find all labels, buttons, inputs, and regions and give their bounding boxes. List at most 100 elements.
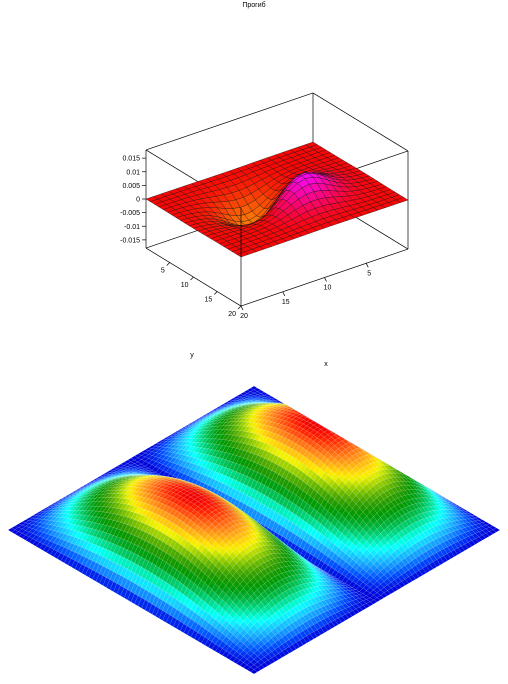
surface-patch <box>376 451 385 457</box>
surface-patch <box>369 447 378 454</box>
surface-patch <box>373 446 381 453</box>
surface-patch <box>320 418 329 421</box>
y-tick-label: 20 <box>228 311 236 318</box>
z-tick-label: 0.01 <box>126 169 140 176</box>
surface-patch <box>341 425 349 430</box>
surface-patch <box>313 412 321 417</box>
surface-patch <box>352 430 360 436</box>
surface-patch <box>317 411 325 416</box>
surface-patch <box>327 416 335 421</box>
x-tick <box>282 291 286 296</box>
surface-patch <box>313 412 321 415</box>
surface-patch <box>369 450 378 455</box>
surface-patch <box>327 420 335 426</box>
surface-patch <box>362 447 371 451</box>
surface-patch <box>391 460 399 468</box>
surface-patch <box>341 426 349 431</box>
surface-patch <box>303 407 311 410</box>
surface-patch <box>330 424 339 428</box>
surface-patch <box>334 423 342 429</box>
surface-patch <box>355 432 363 438</box>
surface-patch <box>331 418 339 423</box>
surface-patch <box>380 450 388 456</box>
surface-patch <box>317 413 325 418</box>
surface-patch <box>362 438 371 445</box>
surface-patch <box>317 414 325 417</box>
surface-patch <box>383 454 392 462</box>
surface-patch <box>387 455 395 462</box>
surface-patch <box>376 447 385 454</box>
surface-patch <box>355 437 363 444</box>
surface-patch <box>359 443 367 448</box>
surface-patch <box>324 416 332 420</box>
surface-patch <box>398 464 406 470</box>
surface-patch <box>296 406 304 410</box>
x-tick <box>365 263 369 268</box>
surface-patch <box>362 439 371 446</box>
surface-patch <box>285 404 293 406</box>
y-tick <box>166 262 170 266</box>
surface-patch <box>352 433 360 440</box>
surface-patch <box>387 459 395 465</box>
surface-patch <box>313 416 321 421</box>
surface-patch <box>338 424 346 428</box>
surface-patch <box>316 418 325 422</box>
surface-patch <box>299 407 307 411</box>
surface-patch <box>398 465 406 472</box>
surface-patch <box>303 410 311 414</box>
surface-patch <box>366 442 374 447</box>
surface-patch <box>348 435 356 442</box>
surface-patch <box>352 437 360 442</box>
surface-patch <box>359 435 367 442</box>
surface-patch <box>355 433 363 439</box>
surface-patch <box>401 467 409 474</box>
surface-patch <box>345 426 353 432</box>
surface-patch <box>310 411 318 414</box>
surface-patch <box>366 447 374 452</box>
surface-patch <box>331 427 339 432</box>
surface-patch <box>355 434 363 441</box>
surface-patch <box>405 469 413 476</box>
surface-patch <box>334 426 342 433</box>
surface-patch <box>338 421 346 427</box>
surface-patch <box>341 423 349 429</box>
surface-patch <box>391 458 399 465</box>
surface-patch <box>299 408 307 412</box>
surface-patch <box>313 410 321 414</box>
surface-patch <box>327 416 335 422</box>
surface-patch <box>348 433 356 440</box>
surface-patch <box>355 432 363 438</box>
surface-patch <box>313 411 321 416</box>
surface-patch <box>376 451 385 459</box>
surface-patch <box>317 411 325 416</box>
surface-patch <box>320 415 328 421</box>
surface-patch <box>317 412 325 417</box>
surface-patch <box>373 448 381 454</box>
surface-patch <box>369 442 378 448</box>
surface-patch <box>348 430 356 437</box>
surface-patch <box>359 439 367 446</box>
surface-patch <box>345 427 353 433</box>
surface-patch <box>324 416 332 421</box>
surface-patch <box>348 429 356 435</box>
surface-patch <box>306 409 314 413</box>
surface-patch <box>366 439 374 446</box>
surface-patch <box>327 421 335 427</box>
surface-patch <box>380 451 388 457</box>
surface-patch <box>327 423 335 429</box>
surface-patch <box>345 425 353 431</box>
surface-patch <box>292 405 300 409</box>
surface-patch <box>289 405 297 407</box>
surface-patch <box>323 422 332 427</box>
surface-patch <box>373 445 381 451</box>
surface-patch <box>306 410 314 412</box>
box-edge <box>312 92 409 152</box>
surface-patch <box>359 436 367 442</box>
surface-patch <box>313 410 321 414</box>
surface-patch <box>289 404 297 406</box>
surface-patch <box>345 430 353 436</box>
surface-patch <box>362 441 371 448</box>
surface-patch <box>296 405 304 408</box>
surface-patch <box>387 456 395 462</box>
surface-patch <box>401 467 409 474</box>
